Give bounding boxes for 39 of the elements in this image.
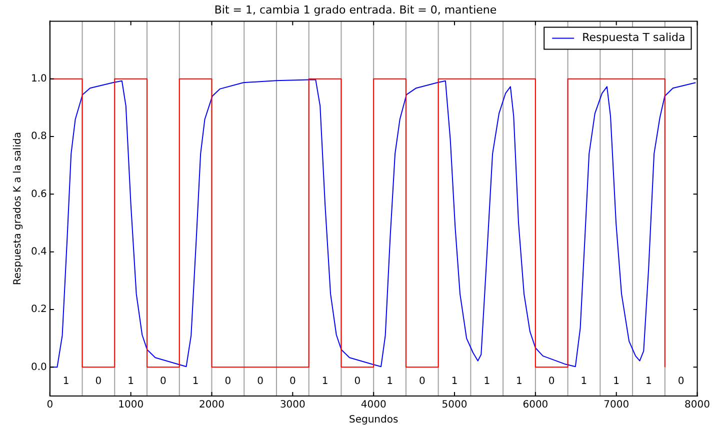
- annotation: 0: [678, 376, 684, 388]
- x-tick-label: 2000: [199, 400, 224, 411]
- y-tick-label: 1.0: [30, 73, 47, 84]
- annotation: 1: [192, 376, 199, 388]
- annotation: 1: [451, 376, 458, 388]
- annotation: 1: [62, 376, 70, 388]
- y-tick-label: 0.2: [30, 304, 47, 316]
- annotation: 1: [386, 376, 393, 388]
- annotation: 0: [160, 376, 166, 388]
- x-tick-label: 5000: [442, 400, 468, 411]
- annotation: 0: [224, 376, 232, 388]
- annotation: 1: [613, 376, 620, 388]
- y-tick-label: 0.8: [30, 131, 47, 142]
- x-tick-label: 4000: [360, 400, 386, 411]
- annotation: 1: [484, 376, 490, 388]
- annotation: 0: [257, 376, 264, 388]
- annotation: 1: [646, 376, 652, 388]
- annotation: 1: [322, 376, 328, 388]
- annotation: 1: [128, 376, 134, 388]
- y-axis-title: Respuesta grados K a la salida: [12, 132, 24, 286]
- y-tick-label: 0.6: [30, 188, 47, 200]
- x-tick-label: 1000: [118, 400, 144, 411]
- x-tick-label: 6000: [522, 400, 548, 411]
- x-tick-label: 8000: [684, 400, 710, 411]
- y-tick-label: 0.4: [30, 246, 47, 258]
- chart-title: Bit = 1, cambia 1 grado entrada. Bit = 0, mantiene: [214, 3, 497, 16]
- legend-label: Respuesta T salida: [582, 31, 686, 44]
- annotation: 0: [354, 376, 361, 388]
- x-tick-label: 0: [46, 400, 54, 411]
- annotation: 0: [418, 376, 426, 388]
- annotation: 0: [548, 376, 555, 388]
- x-axis-title: Segundos: [348, 414, 398, 426]
- x-tick-label: 3000: [280, 400, 306, 411]
- annotation: 1: [516, 376, 522, 388]
- y-tick-label: 0.0: [30, 362, 47, 373]
- annotation: 1: [580, 376, 588, 388]
- annotation: 0: [289, 376, 296, 388]
- x-tick-label: 7000: [604, 400, 630, 411]
- annotation: 0: [95, 376, 102, 388]
